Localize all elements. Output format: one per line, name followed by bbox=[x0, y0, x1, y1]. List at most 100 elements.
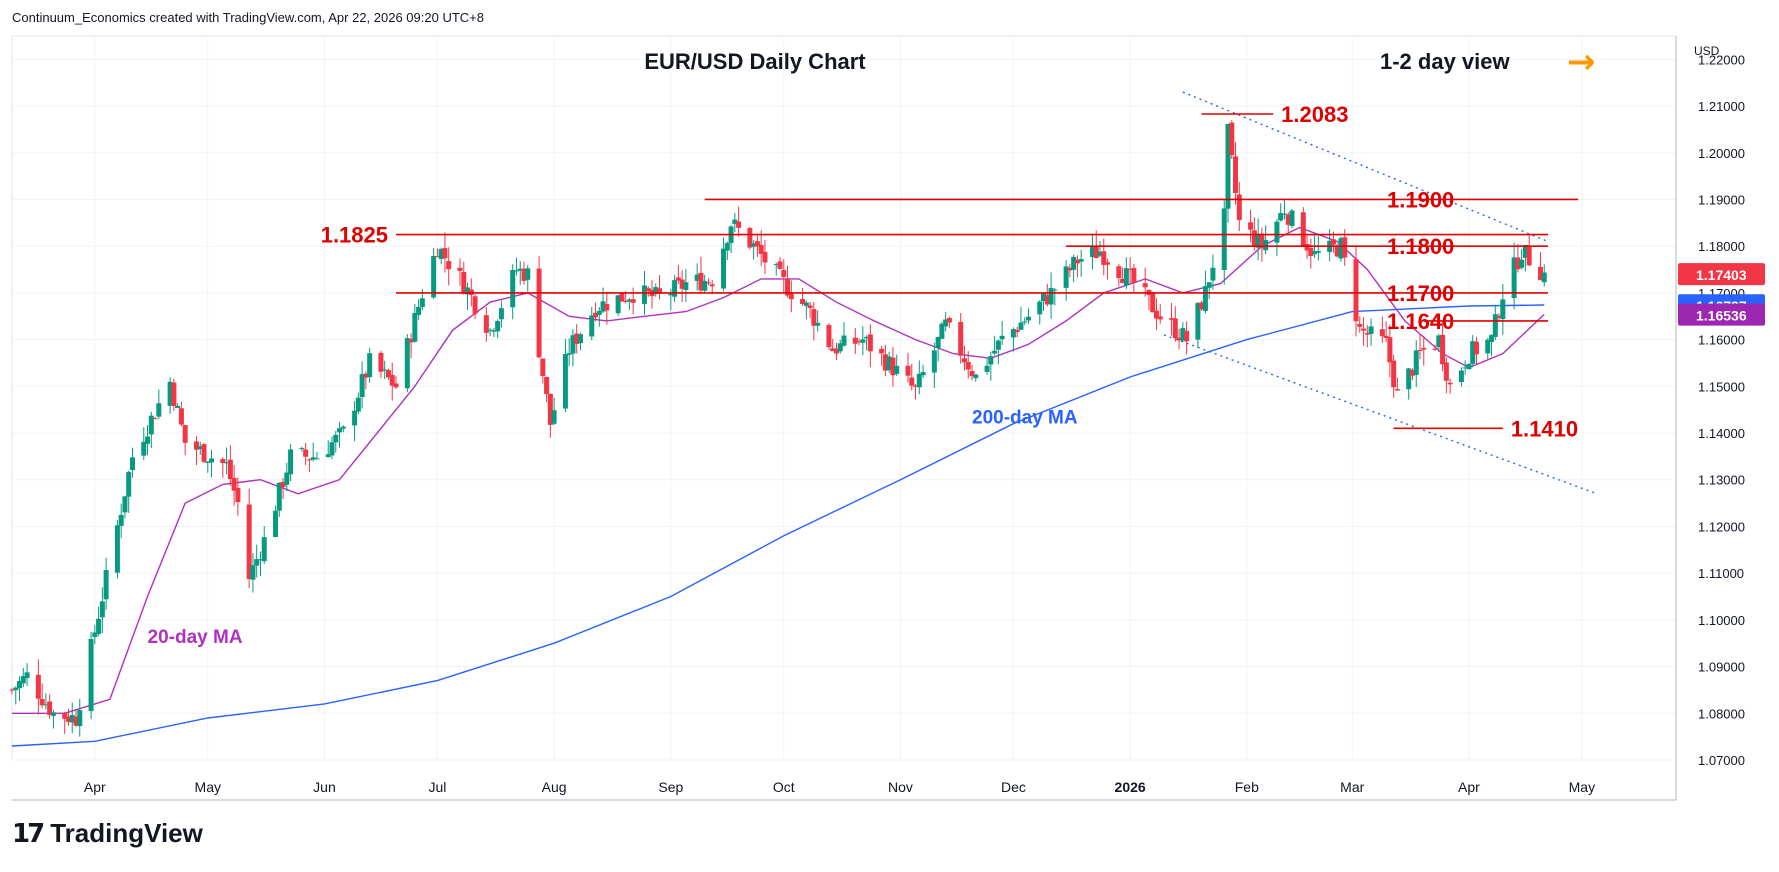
candle bbox=[205, 461, 211, 473]
axes: 1.07000 1.08000 1.09000 1.10000 1.11000 1.120… bbox=[12, 36, 1765, 801]
candle bbox=[645, 286, 651, 297]
candle bbox=[1169, 303, 1175, 336]
candle bbox=[461, 261, 467, 295]
candle-body bbox=[672, 280, 678, 297]
candle-body bbox=[525, 268, 531, 280]
candle-body bbox=[1067, 267, 1073, 271]
candle bbox=[525, 265, 531, 292]
candle bbox=[683, 269, 689, 303]
candle bbox=[984, 358, 990, 375]
candle-body bbox=[1342, 237, 1348, 258]
candle-body bbox=[20, 676, 26, 684]
candle bbox=[1120, 267, 1126, 284]
candle bbox=[156, 389, 162, 420]
candle bbox=[833, 342, 839, 361]
y-tick-label: 1.11000 bbox=[1698, 566, 1744, 581]
candle-body bbox=[273, 510, 279, 537]
candle bbox=[890, 347, 896, 387]
candle bbox=[261, 526, 267, 564]
candle-body bbox=[946, 318, 952, 323]
candle bbox=[864, 335, 870, 351]
candle-body bbox=[785, 278, 791, 296]
candle-body bbox=[442, 248, 448, 259]
chart-labels: 20-day MA 200-day MA EUR/USD Daily Chart 1-… bbox=[148, 42, 1596, 648]
candle-body bbox=[491, 330, 497, 332]
candle bbox=[47, 694, 53, 719]
candle-body bbox=[1338, 238, 1344, 259]
candle bbox=[367, 347, 373, 383]
candle-body bbox=[1383, 335, 1389, 338]
candle-body bbox=[465, 287, 471, 295]
x-tick-label: Mar bbox=[1340, 779, 1364, 795]
candle-body bbox=[250, 565, 256, 580]
candle bbox=[965, 351, 971, 379]
candle bbox=[1195, 301, 1201, 348]
level-label: 1.1900 bbox=[1387, 187, 1454, 212]
candle bbox=[1315, 234, 1321, 261]
candle-body bbox=[359, 374, 365, 398]
candle bbox=[1470, 335, 1476, 368]
x-tick-label: Apr bbox=[84, 779, 106, 795]
candle-body bbox=[536, 268, 542, 358]
candle-body bbox=[1436, 335, 1442, 348]
candle-body bbox=[1537, 266, 1543, 281]
candle bbox=[340, 425, 346, 433]
candles bbox=[9, 120, 1547, 737]
candle bbox=[1233, 142, 1239, 205]
candle bbox=[1184, 321, 1190, 355]
candle bbox=[314, 452, 320, 460]
candle-body bbox=[129, 457, 135, 471]
candle bbox=[754, 235, 760, 258]
candle-body bbox=[1044, 295, 1050, 305]
candle-body bbox=[288, 449, 294, 475]
candle bbox=[694, 263, 700, 291]
candle-body bbox=[589, 315, 595, 337]
candle bbox=[995, 339, 1001, 365]
candle-body bbox=[122, 496, 128, 513]
candle-body bbox=[126, 472, 132, 497]
candle bbox=[1421, 335, 1427, 366]
candle-body bbox=[92, 632, 98, 638]
candle bbox=[65, 708, 71, 726]
ma-annotation: 200-day MA bbox=[972, 408, 1078, 429]
candle-body bbox=[1037, 301, 1043, 315]
candle bbox=[50, 709, 56, 729]
candle bbox=[1063, 260, 1069, 301]
x-tick-label: 2026 bbox=[1115, 779, 1146, 795]
candle-body bbox=[905, 365, 911, 376]
tradingview-logo[interactable]: 17 TradingView bbox=[12, 818, 203, 849]
price-badge: 1.16536 bbox=[1678, 303, 1765, 326]
candle bbox=[9, 687, 15, 695]
candle bbox=[630, 287, 636, 315]
candle bbox=[1229, 120, 1235, 160]
candle bbox=[385, 368, 391, 380]
y-tick-label: 1.13000 bbox=[1698, 473, 1745, 488]
candle bbox=[1255, 218, 1261, 261]
candle-body bbox=[363, 373, 369, 378]
candle bbox=[751, 240, 757, 260]
candle bbox=[178, 401, 184, 427]
candle bbox=[593, 302, 599, 322]
candle-body bbox=[694, 274, 700, 281]
candle bbox=[1210, 254, 1216, 290]
channel-lines bbox=[1163, 91, 1598, 495]
price-badge-bg bbox=[1678, 303, 1765, 326]
candle-body bbox=[593, 312, 599, 318]
candle bbox=[148, 411, 154, 448]
candle-body bbox=[1406, 368, 1412, 390]
candle-body bbox=[1458, 370, 1464, 383]
candle-body bbox=[886, 356, 892, 371]
x-tick-label: Apr bbox=[1458, 779, 1480, 795]
candle-body bbox=[1169, 318, 1175, 320]
candle-body bbox=[201, 444, 207, 462]
candle bbox=[224, 447, 230, 475]
candle bbox=[969, 364, 975, 381]
candle-body bbox=[145, 436, 151, 444]
candle bbox=[973, 374, 979, 382]
candle-body bbox=[882, 354, 888, 371]
candle bbox=[803, 300, 809, 320]
candle-body bbox=[118, 514, 124, 526]
candle-body bbox=[1368, 326, 1374, 334]
candle bbox=[566, 338, 572, 367]
